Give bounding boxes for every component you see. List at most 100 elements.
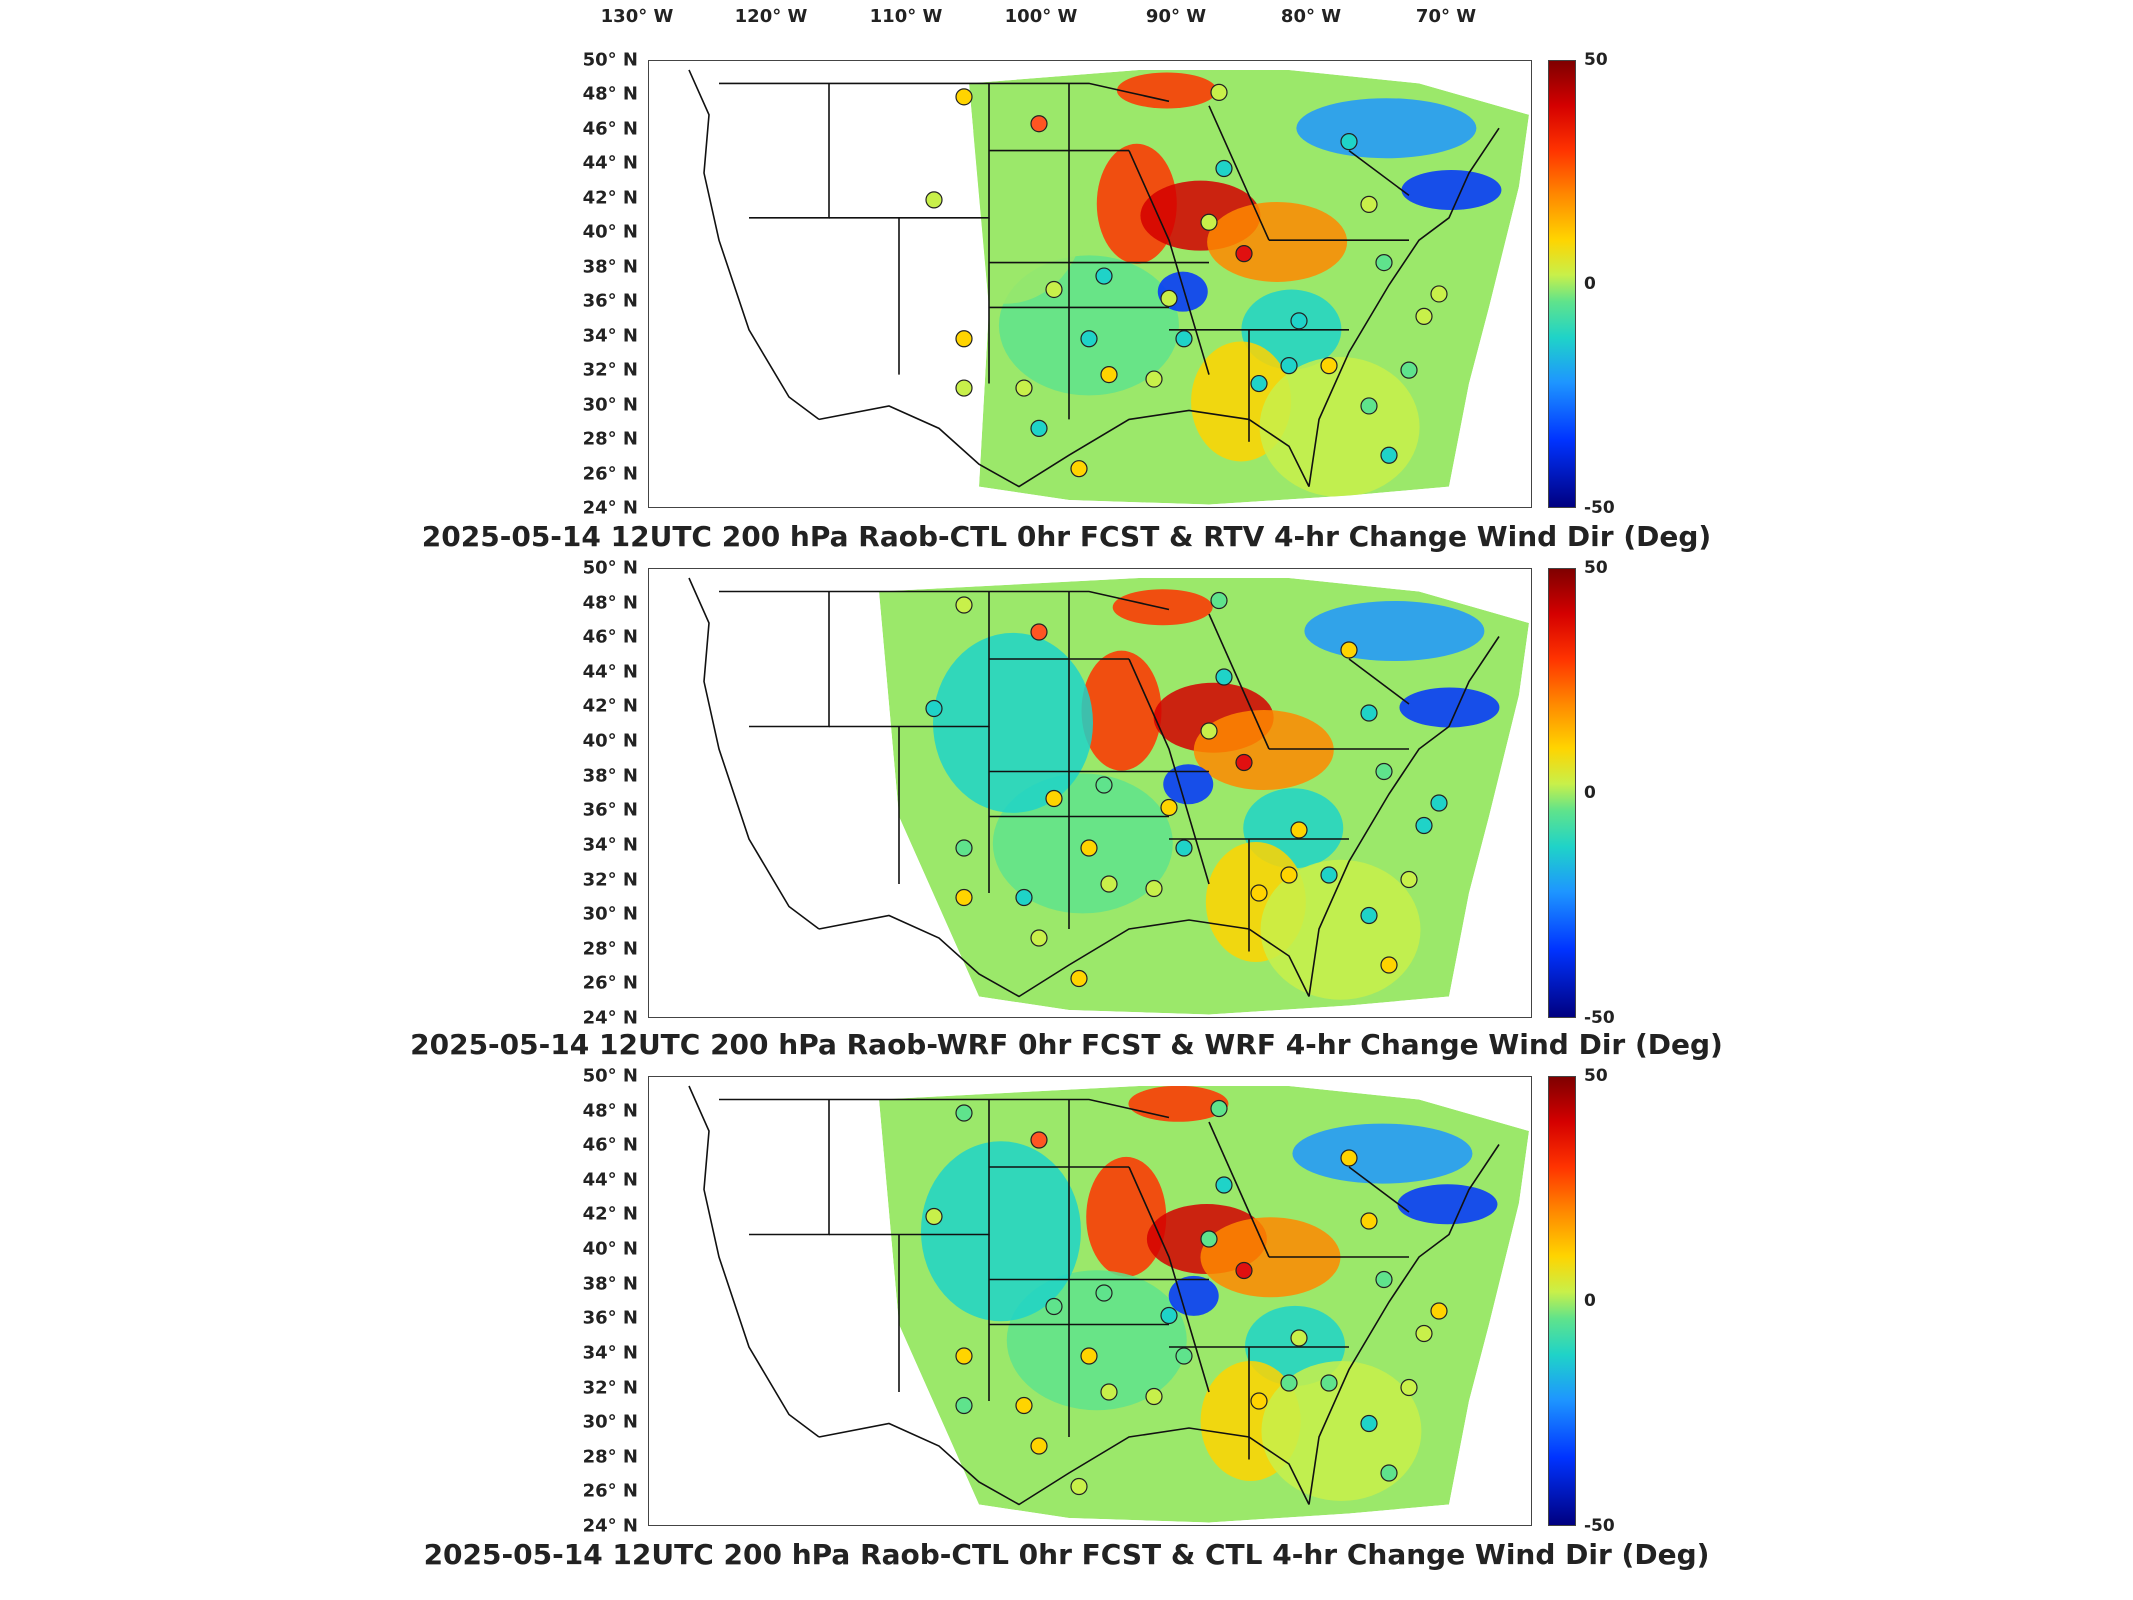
raob-station-marker bbox=[1320, 1374, 1338, 1392]
colorbar-tick-min: -50 bbox=[1584, 1516, 1615, 1536]
map-svg bbox=[688, 69, 1529, 505]
panel-title: 2025-05-14 12UTC 200 hPa Raob-WRF 0hr FC… bbox=[410, 1028, 1723, 1061]
raob-station-marker bbox=[1175, 330, 1193, 348]
latitude-label: 32° N bbox=[582, 359, 638, 381]
latitude-label: 44° N bbox=[582, 1169, 638, 1191]
raob-station-marker bbox=[1215, 668, 1233, 686]
raob-station-marker bbox=[1045, 789, 1063, 808]
raob-station-marker bbox=[1250, 374, 1268, 393]
map-panel-1 bbox=[648, 60, 1532, 508]
raob-station-marker bbox=[955, 596, 973, 614]
raob-station-marker bbox=[955, 1396, 973, 1415]
latitude-label: 28° N bbox=[582, 938, 638, 960]
raob-station-marker bbox=[1030, 1131, 1048, 1149]
raob-station-marker bbox=[1030, 623, 1048, 641]
raob-station-marker bbox=[1015, 888, 1033, 907]
raob-station-marker bbox=[1200, 213, 1218, 231]
raob-station-marker bbox=[955, 888, 973, 907]
latitude-label: 26° N bbox=[582, 1480, 638, 1502]
map-panel-2 bbox=[648, 568, 1532, 1018]
raob-station-marker bbox=[1030, 1437, 1048, 1455]
map-svg bbox=[688, 1085, 1529, 1523]
wind-direction-field bbox=[969, 69, 1529, 505]
raob-station-marker bbox=[1045, 280, 1063, 299]
raob-station-marker bbox=[1145, 879, 1163, 898]
raob-station-marker bbox=[1250, 884, 1268, 902]
raob-station-marker bbox=[925, 699, 943, 718]
raob-station-marker bbox=[955, 839, 973, 857]
latitude-label: 50° N bbox=[582, 557, 638, 579]
raob-station-marker bbox=[1360, 1212, 1378, 1230]
raob-station-marker bbox=[1080, 1347, 1098, 1365]
latitude-label: 24° N bbox=[582, 1515, 638, 1537]
latitude-label: 38° N bbox=[582, 1273, 638, 1295]
raob-station-marker bbox=[1280, 866, 1298, 884]
raob-station-marker bbox=[1160, 798, 1178, 817]
state-boundaries bbox=[688, 577, 1500, 998]
latitude-label: 36° N bbox=[582, 799, 638, 821]
raob-station-marker bbox=[1215, 1176, 1233, 1194]
latitude-label: 46° N bbox=[582, 626, 638, 648]
raob-station-marker bbox=[1400, 870, 1418, 889]
raob-stations bbox=[925, 83, 1448, 478]
state-boundaries bbox=[688, 1085, 1500, 1506]
latitude-label: 48° N bbox=[582, 83, 638, 105]
latitude-label: 48° N bbox=[582, 1100, 638, 1122]
latitude-label: 48° N bbox=[582, 592, 638, 614]
raob-station-marker bbox=[1100, 366, 1118, 384]
raob-station-marker bbox=[1375, 1270, 1393, 1289]
raob-station-marker bbox=[1340, 641, 1358, 659]
raob-station-marker bbox=[1100, 875, 1118, 893]
latitude-label: 32° N bbox=[582, 1377, 638, 1399]
latitude-label: 42° N bbox=[582, 695, 638, 717]
latitude-label: 28° N bbox=[582, 1446, 638, 1468]
latitude-label: 42° N bbox=[582, 1203, 638, 1225]
raob-station-marker bbox=[1030, 115, 1048, 133]
raob-station-marker bbox=[1380, 1464, 1398, 1482]
raob-station-marker bbox=[1290, 1329, 1308, 1347]
colorbar-tick-max: 50 bbox=[1584, 50, 1608, 70]
raob-station-marker bbox=[1030, 929, 1048, 947]
colorbar-tick-mid: 0 bbox=[1584, 274, 1596, 294]
raob-station-marker bbox=[1045, 1297, 1063, 1316]
colorbar-tick-mid: 0 bbox=[1584, 1291, 1596, 1311]
raob-station-marker bbox=[1415, 307, 1433, 325]
raob-station-marker bbox=[1235, 245, 1253, 263]
latitude-label: 34° N bbox=[582, 834, 638, 856]
state-boundaries bbox=[688, 69, 1500, 488]
raob-station-marker bbox=[955, 1347, 973, 1365]
colorbar-tick-max: 50 bbox=[1584, 1066, 1608, 1086]
raob-station-marker bbox=[1430, 285, 1448, 303]
raob-station-marker bbox=[1430, 1302, 1448, 1320]
colorbar-tick-max: 50 bbox=[1584, 558, 1608, 578]
latitude-label: 40° N bbox=[582, 221, 638, 243]
raob-station-marker bbox=[1160, 289, 1178, 308]
raob-station-marker bbox=[1215, 159, 1233, 178]
raob-station-marker bbox=[1430, 794, 1448, 812]
raob-station-marker bbox=[955, 1104, 973, 1122]
raob-station-marker bbox=[1015, 379, 1033, 397]
raob-station-marker bbox=[1380, 446, 1398, 464]
raob-station-marker bbox=[1015, 1396, 1033, 1415]
latitude-label: 38° N bbox=[582, 256, 638, 278]
latitude-label: 40° N bbox=[582, 1238, 638, 1260]
longitude-label: 80° W bbox=[1280, 6, 1342, 27]
raob-station-marker bbox=[1340, 133, 1358, 151]
raob-station-marker bbox=[1375, 254, 1393, 272]
raob-station-marker bbox=[1360, 906, 1378, 925]
raob-station-marker bbox=[1340, 1149, 1358, 1167]
latitude-label: 40° N bbox=[582, 730, 638, 752]
raob-station-marker bbox=[955, 379, 973, 397]
latitude-label: 42° N bbox=[582, 187, 638, 209]
raob-station-marker bbox=[1360, 397, 1378, 415]
longitude-label: 70° W bbox=[1415, 6, 1477, 27]
latitude-label: 28° N bbox=[582, 428, 638, 450]
wind-direction-field bbox=[879, 1086, 1529, 1523]
longitude-label: 100° W bbox=[1004, 6, 1078, 27]
colorbar bbox=[1548, 1076, 1576, 1526]
raob-station-marker bbox=[1320, 866, 1338, 884]
latitude-label: 36° N bbox=[582, 290, 638, 312]
raob-station-marker bbox=[1210, 1099, 1228, 1118]
longitude-label: 130° W bbox=[600, 6, 674, 27]
latitude-label: 46° N bbox=[582, 1134, 638, 1156]
